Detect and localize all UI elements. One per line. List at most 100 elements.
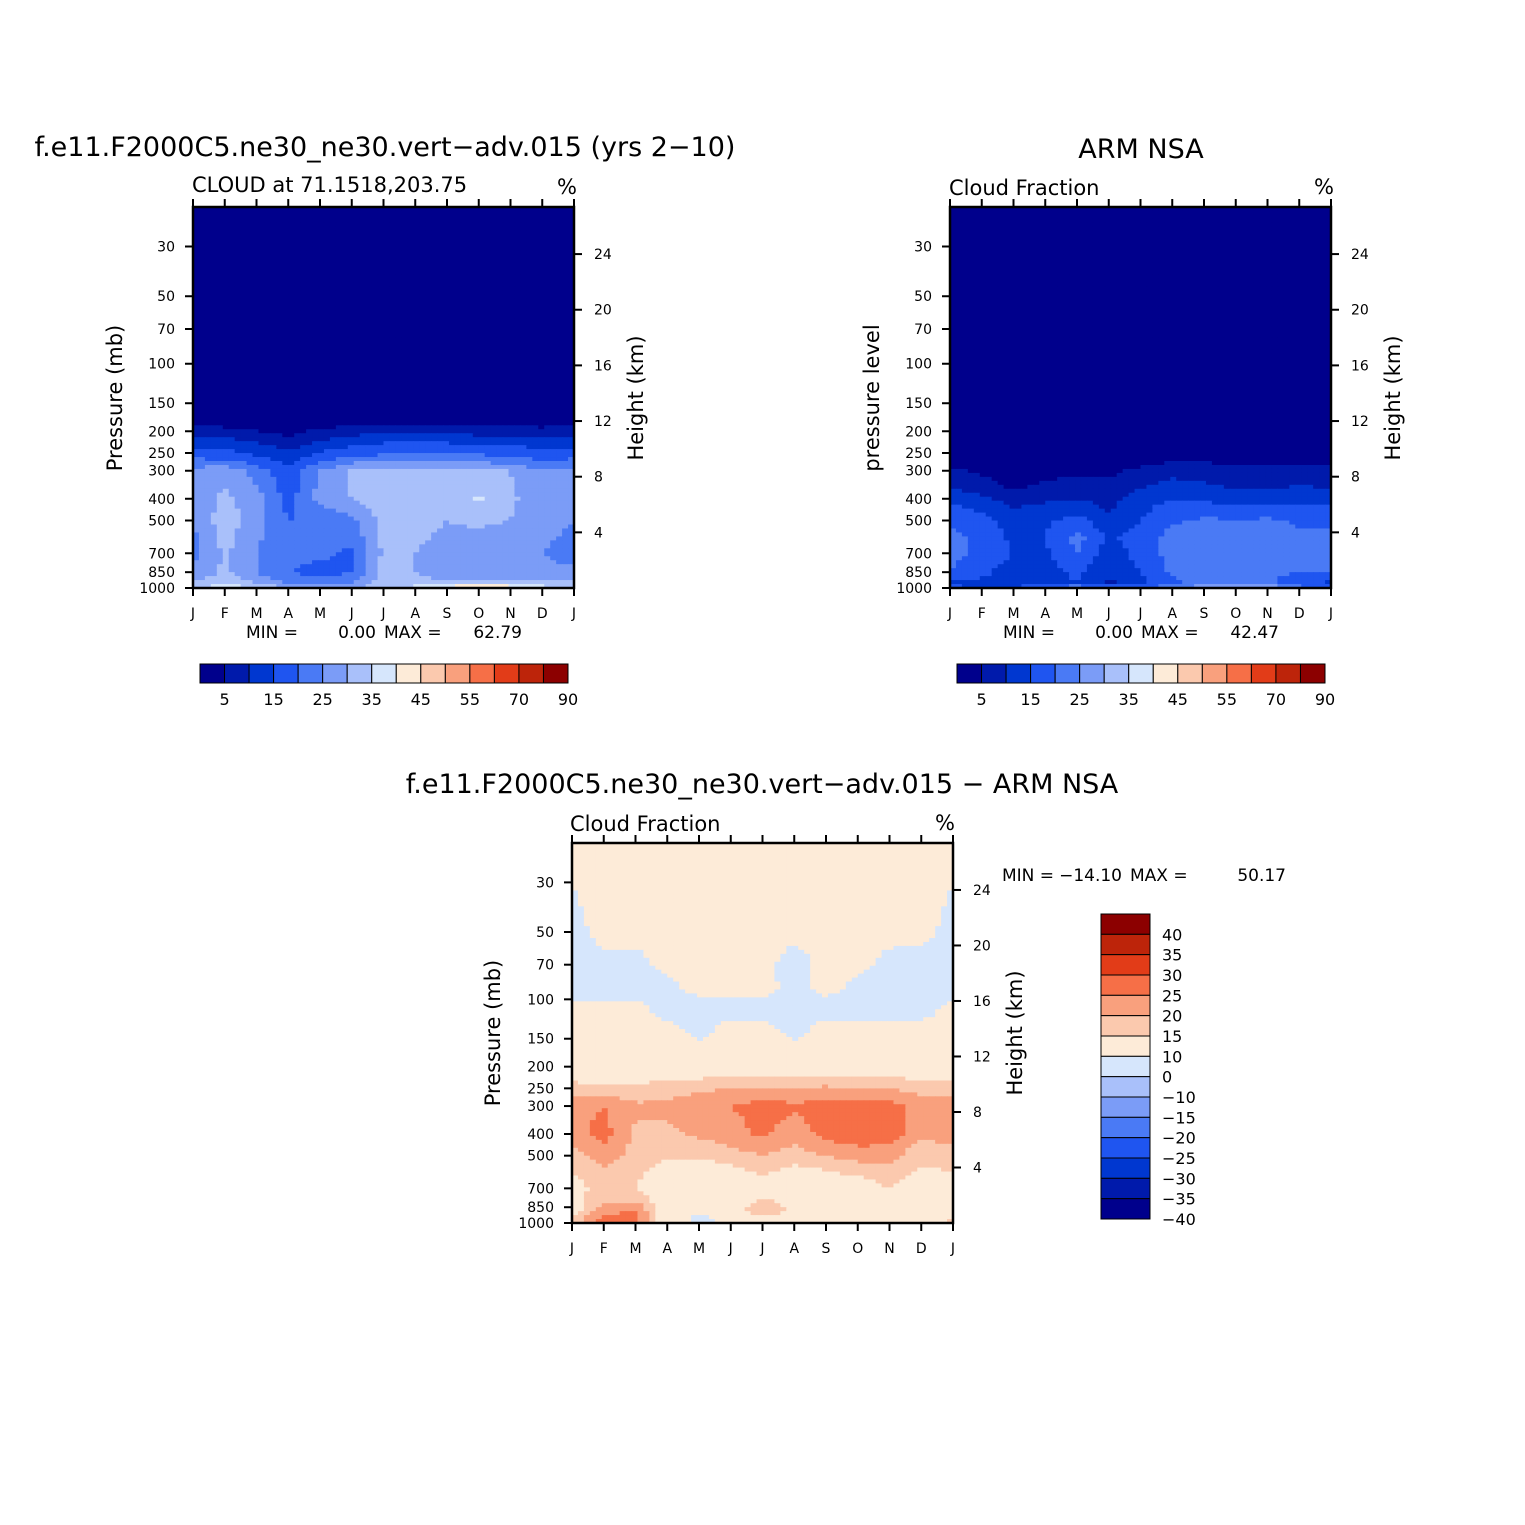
- contour-cell: [448, 290, 456, 295]
- contour-cell: [383, 210, 391, 216]
- contour-cell: [276, 322, 283, 327]
- contour-cell: [443, 302, 450, 307]
- contour-cell: [264, 254, 271, 260]
- contour-cell: [371, 397, 379, 403]
- contour-cell: [562, 480, 569, 486]
- contour-cell: [383, 453, 391, 458]
- contour-cell: [258, 278, 266, 284]
- contour-cell: [454, 492, 462, 498]
- contour-cell: [472, 349, 480, 355]
- contour-cell: [276, 207, 283, 212]
- contour-cell: [520, 314, 527, 319]
- contour-cell: [437, 504, 444, 510]
- contour-cell: [478, 457, 486, 462]
- contour-cell: [312, 504, 319, 510]
- contour-cell: [490, 254, 498, 260]
- contour-cell: [193, 413, 200, 418]
- contour-cell: [353, 385, 361, 391]
- contour-cell: [395, 266, 402, 272]
- contour-cell: [443, 274, 450, 280]
- contour-cell: [246, 349, 254, 355]
- contour-cell: [526, 464, 533, 470]
- contour-cell: [538, 504, 545, 510]
- contour-cell: [318, 492, 325, 498]
- contour-cell: [544, 504, 551, 510]
- contour-cell: [318, 254, 325, 260]
- contour-cell: [282, 302, 289, 307]
- contour-cell: [544, 365, 551, 371]
- contour-cell: [288, 314, 295, 319]
- contour-cell: [413, 337, 420, 343]
- contour-cell: [306, 357, 313, 363]
- contour-cell: [514, 464, 522, 470]
- contour-cell: [490, 330, 498, 335]
- contour-cell: [359, 373, 367, 379]
- contour-cell: [288, 468, 295, 474]
- contour-cell: [210, 262, 218, 268]
- contour-cell: [395, 445, 402, 450]
- contour-cell: [347, 385, 355, 391]
- contour-cell: [264, 464, 271, 470]
- contour-cell: [443, 373, 450, 379]
- contour-cell: [246, 242, 254, 248]
- contour-cell: [347, 270, 355, 276]
- contour-cell: [228, 306, 236, 311]
- contour-cell: [544, 508, 551, 514]
- contour-cell: [210, 294, 218, 299]
- contour-cell: [490, 294, 498, 299]
- contour-cell: [478, 210, 486, 216]
- contour-cell: [306, 512, 313, 518]
- contour-cell: [210, 433, 218, 438]
- contour-cell: [365, 230, 373, 236]
- contour-cell: [216, 306, 224, 311]
- contour-cell: [448, 353, 456, 359]
- contour-cell: [508, 441, 516, 446]
- contour-cell: [472, 302, 480, 307]
- contour-cell: [508, 294, 516, 299]
- contour-cell: [538, 409, 545, 414]
- contour-cell: [329, 310, 337, 315]
- contour-cell: [448, 449, 456, 454]
- contour-cell: [264, 429, 271, 434]
- contour-cell: [371, 345, 379, 351]
- contour-cell: [466, 377, 474, 383]
- contour-cell: [425, 234, 432, 240]
- contour-cell: [568, 234, 574, 240]
- contour-cell: [437, 500, 444, 506]
- contour-cell: [544, 425, 551, 430]
- contour-cell: [472, 365, 480, 371]
- contour-cell: [335, 381, 343, 387]
- contour-cell: [490, 207, 498, 212]
- contour-cell: [437, 234, 444, 240]
- contour-cell: [472, 218, 480, 224]
- contour-cell: [359, 484, 367, 490]
- contour-cell: [466, 413, 474, 418]
- contour-cell: [365, 266, 373, 272]
- contour-cell: [193, 457, 200, 462]
- contour-cell: [448, 425, 456, 430]
- contour-cell: [556, 381, 563, 387]
- contour-cell: [568, 373, 574, 379]
- contour-cell: [365, 234, 373, 240]
- contour-cell: [377, 480, 385, 486]
- contour-cell: [556, 488, 563, 494]
- contour-cell: [413, 357, 420, 363]
- contour-cell: [556, 397, 563, 403]
- contour-cell: [454, 298, 462, 303]
- contour-cell: [389, 433, 396, 438]
- contour-cell: [431, 226, 438, 232]
- contour-cell: [425, 286, 432, 291]
- contour-cell: [329, 377, 337, 383]
- contour-cell: [312, 496, 319, 502]
- contour-cell: [335, 326, 343, 331]
- contour-cell: [246, 322, 254, 327]
- contour-cell: [389, 306, 396, 311]
- contour-cell: [282, 461, 289, 466]
- contour-cell: [401, 417, 408, 422]
- contour-cell: [306, 322, 313, 327]
- contour-cell: [222, 218, 230, 224]
- contour-cell: [472, 389, 480, 395]
- contour-cell: [407, 508, 414, 514]
- contour-cell: [365, 330, 373, 335]
- contour-cell: [282, 512, 289, 518]
